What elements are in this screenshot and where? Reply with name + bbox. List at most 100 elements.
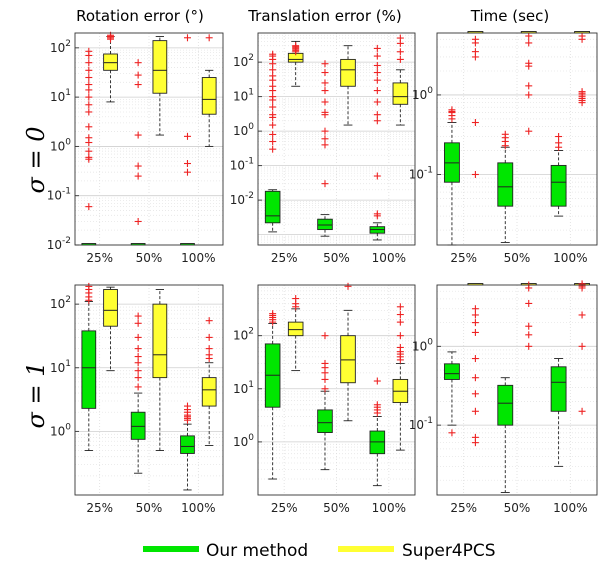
box-body (317, 409, 333, 433)
ytick-label: 10-1 (409, 416, 433, 432)
outlier-point (134, 131, 142, 139)
outlier-point (525, 299, 533, 307)
outlier-point (85, 147, 93, 155)
outlier-point (578, 342, 586, 350)
xtick-label: 25% (271, 251, 298, 265)
ytick-label: 102 (50, 295, 71, 311)
panel-3: 10-1 100 25% 50% 100% (409, 31, 598, 265)
outlier-point (373, 98, 381, 106)
ytick-label: 10-1 (409, 165, 433, 181)
xtick-label: 25% (86, 501, 113, 515)
outlier-point (205, 345, 213, 353)
column-title-rotation: Rotation error (°) (76, 7, 204, 25)
box-super4pcs-100pct (392, 34, 409, 126)
box-our-method-25pct (81, 282, 97, 451)
outlier-point (321, 60, 329, 68)
outlier-point (471, 48, 479, 56)
outlier-point (396, 343, 404, 351)
outlier-point (321, 79, 329, 87)
panel-5: 100 101 102 25% 50% 100% (233, 282, 416, 515)
outlier-point (525, 127, 533, 135)
box-our-method-50pct (317, 60, 333, 237)
panel-4: 100 101 102 25% 50% 100% (50, 282, 224, 515)
outlier-point (471, 328, 479, 336)
outlier-point (471, 311, 479, 319)
outlier-point (321, 87, 329, 95)
outlier-point (471, 319, 479, 327)
outlier-point (525, 32, 533, 40)
box-super4pcs-50pct (520, 281, 537, 350)
outlier-point (373, 52, 381, 60)
legend-label-our-method: Our method (206, 541, 308, 561)
ytick-label: 101 (233, 88, 254, 104)
box-super4pcs-50pct (152, 36, 168, 136)
outlier-point (578, 32, 586, 40)
outlier-point (269, 138, 277, 146)
outlier-point (183, 402, 191, 410)
column-title-time: Time (sec) (470, 7, 549, 25)
box-our-method-50pct (317, 332, 333, 471)
ytick-label: 100 (233, 122, 254, 138)
box-our-method-25pct (444, 106, 460, 246)
outlier-point (134, 172, 142, 180)
box-body (287, 321, 304, 337)
outlier-point (373, 111, 381, 119)
outlier-point (373, 76, 381, 84)
legend-label-super4pcs: Super4PCS (402, 541, 496, 561)
xtick-label: 100% (553, 501, 587, 515)
panel-2: 10-2 10-1 100 101 102 25% 50% 100% (230, 32, 416, 265)
outlier-point (525, 91, 533, 99)
outlier-point (85, 93, 93, 101)
box-body (201, 377, 217, 407)
outlier-point (321, 98, 329, 106)
ytick-label: 102 (50, 39, 71, 55)
outlier-point (471, 390, 479, 398)
outlier-point (134, 333, 142, 341)
box-super4pcs-100pct (574, 280, 590, 415)
outlier-point (85, 74, 93, 82)
box-super4pcs-25pct (103, 286, 118, 372)
box-body (152, 303, 168, 379)
box-super4pcs-25pct (287, 40, 304, 87)
box-super4pcs-100pct (201, 34, 217, 147)
outlier-point (396, 48, 404, 56)
outlier-point (448, 106, 456, 114)
box-body (497, 384, 514, 426)
box-body (152, 40, 168, 94)
row-label-sigma-0: σ = 0 (22, 126, 50, 193)
outlier-point (373, 44, 381, 52)
outlier-point (85, 81, 93, 89)
box-our-method-50pct (497, 130, 514, 243)
ytick-label: 10-1 (230, 157, 254, 173)
box-our-method-100pct (369, 377, 386, 487)
outlier-point (373, 401, 381, 409)
box-super4pcs-25pct (103, 31, 118, 103)
box-body (340, 58, 356, 87)
box-our-method-50pct (497, 377, 514, 493)
outlier-point (269, 103, 277, 111)
outlier-point (471, 407, 479, 415)
outlier-point (373, 117, 381, 125)
legend: Our method Super4PCS (143, 541, 496, 561)
outlier-point (85, 153, 93, 161)
box-super4pcs-25pct (287, 295, 304, 372)
outlier-point (269, 82, 277, 90)
outlier-point (134, 319, 142, 327)
outlier-point (134, 345, 142, 353)
box-body (103, 289, 118, 327)
box-body (550, 164, 567, 207)
box-our-method-50pct (130, 59, 146, 246)
outlier-point (471, 170, 479, 178)
outlier-point (373, 172, 381, 180)
box-body (103, 53, 118, 71)
box-body (317, 218, 333, 231)
outlier-point (85, 66, 93, 74)
outlier-point (525, 39, 533, 47)
panel-1: 10-2 10-1 100 101 102 25% 50% 100% (47, 31, 224, 265)
ytick-label: 100 (412, 337, 433, 353)
box-our-method-100pct (180, 402, 195, 491)
outlier-point (321, 127, 329, 135)
panel-frame (436, 284, 598, 496)
